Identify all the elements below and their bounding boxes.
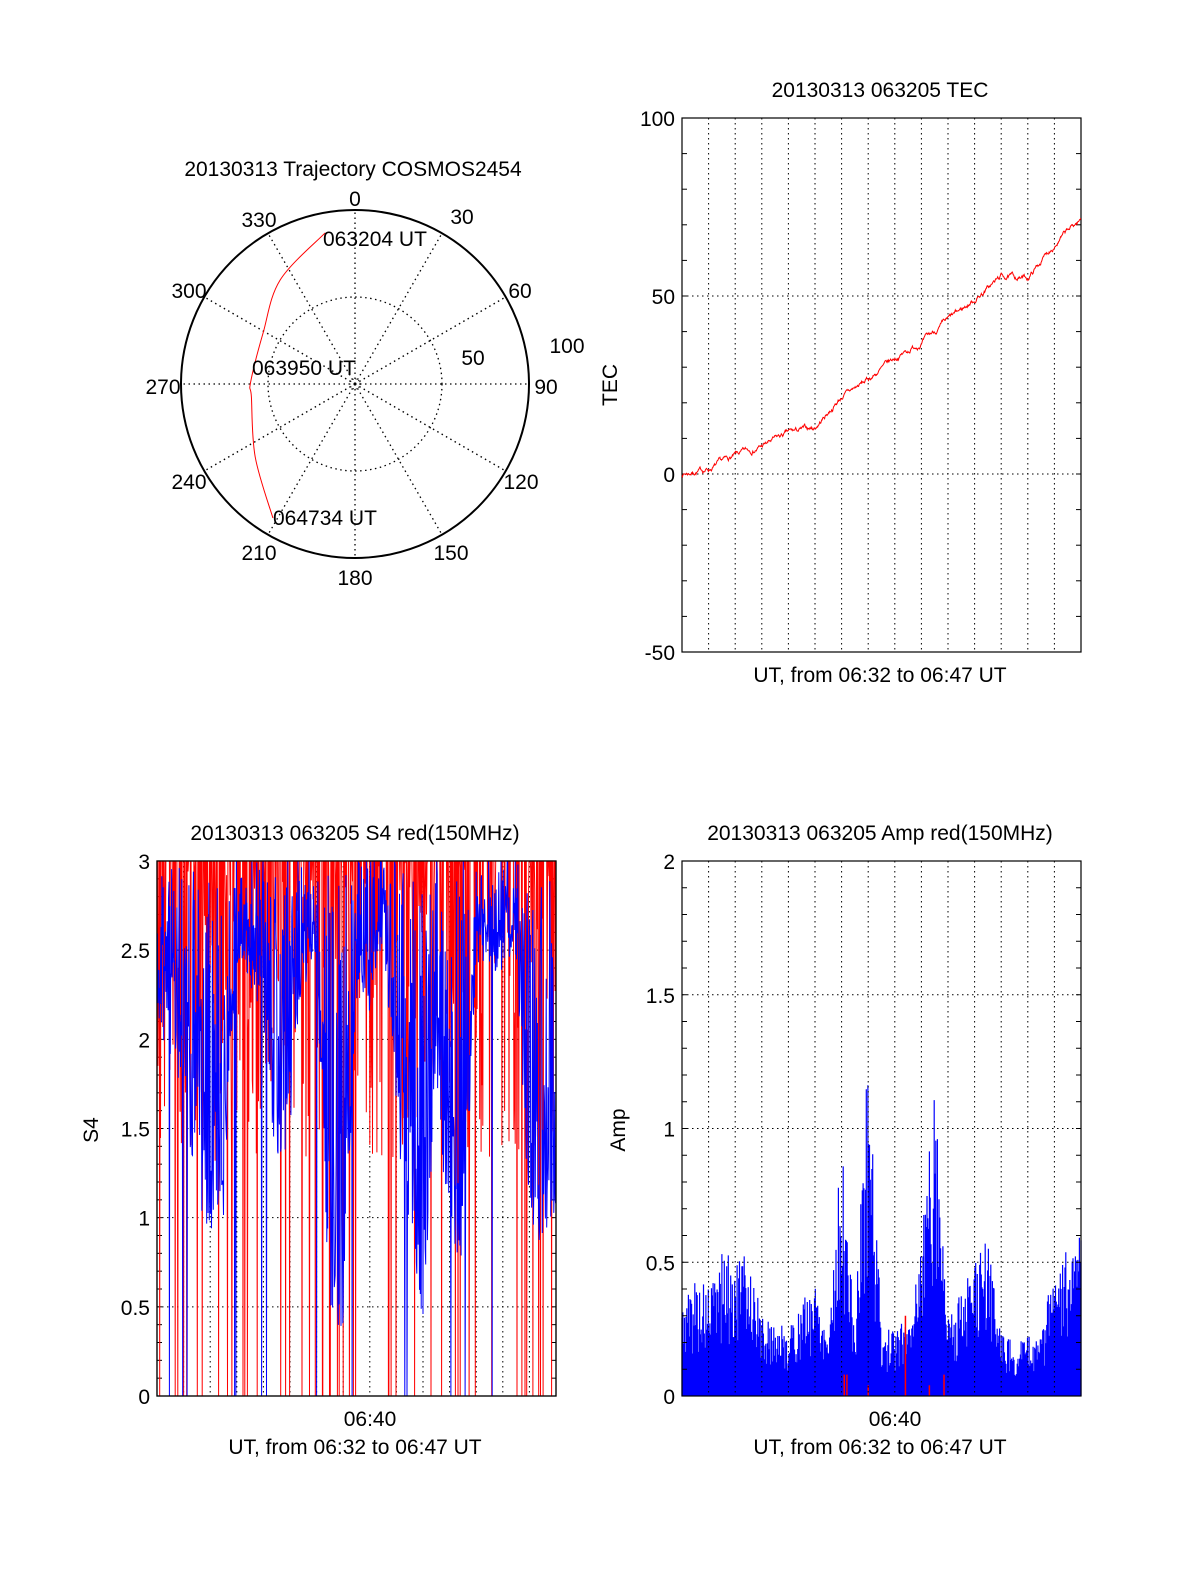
amp-ytick-label: 0 [663, 1386, 675, 1409]
polar-spoke-60 [354, 296, 507, 385]
polar-angle-label-90: 90 [534, 376, 557, 399]
polar-radial-label-100: 100 [549, 335, 584, 358]
trajectory-line [249, 232, 326, 519]
tec-frame [681, 117, 1082, 653]
polar-spoke-150 [354, 383, 443, 536]
polar-spoke-240 [203, 383, 356, 472]
tec-plot: 20130313 063205 TEC 100 50 0 -50 UT, from 0… [599, 79, 1082, 687]
s4-marks [156, 860, 557, 1397]
tec-xlabel: UT, from 06:32 to 06:47 UT [753, 664, 1006, 687]
polar-ring-50 [267, 296, 443, 472]
amp-ytick-label: 1 [663, 1119, 675, 1142]
polar-angle-label-270: 270 [145, 376, 180, 399]
s4-ytick-label: 2 [138, 1029, 150, 1052]
polar-angle-label-330: 330 [241, 209, 276, 232]
polar-spoke-300 [203, 296, 356, 385]
tec-ytick-label: -50 [645, 642, 675, 665]
s4-blue-series-line [156, 860, 557, 1397]
tec-ytick-label: 50 [652, 286, 675, 309]
polar-title: 20130313 Trajectory COSMOS2454 [184, 158, 522, 181]
amp-ytick-label: 2 [663, 851, 675, 874]
annotation-mid: 063950 UT [252, 357, 356, 380]
s4-ytick-label: 3 [138, 851, 150, 874]
polar-angle-label-210: 210 [241, 542, 276, 565]
polar-angle-label-60: 60 [508, 280, 531, 303]
polar-angle-label-0: 0 [349, 188, 361, 211]
polar-angle-label-300: 300 [171, 280, 206, 303]
polar-angle-label-30: 30 [450, 206, 473, 229]
s4-ytick-label: 1 [138, 1208, 150, 1231]
s4-xlabel: UT, from 06:32 to 06:47 UT [228, 1436, 481, 1459]
amp-plot: 20130313 063205 Amp red(150MHz) 2 1.5 1 0.5… [607, 822, 1082, 1459]
tec-axes: 100 50 0 -50 [640, 108, 1082, 665]
tec-ytick-label: 0 [663, 464, 675, 487]
polar-spoke-210 [267, 383, 356, 536]
polar-spoke-30 [354, 232, 443, 385]
polar-grid [180, 209, 530, 559]
polar-spoke-120 [354, 383, 507, 472]
polar-outer-circle [180, 209, 530, 559]
polar-angle-label-240: 240 [171, 471, 206, 494]
amp-xtick-0640: 06:40 [869, 1408, 922, 1431]
tec-series-line [681, 218, 1082, 479]
tec-title: 20130313 063205 TEC [772, 79, 989, 102]
s4-ytick-label: 2.5 [121, 940, 150, 963]
s4-frame-top [156, 860, 557, 1397]
s4-ylabel: S4 [80, 1117, 103, 1143]
s4-ytick-label: 0.5 [121, 1297, 150, 1320]
annotation-end: 064734 UT [273, 507, 377, 530]
amp-ylabel: Amp [607, 1108, 630, 1151]
polar-spoke-330 [267, 232, 356, 385]
polar-angle-label-150: 150 [433, 542, 468, 565]
s4-title: 20130313 063205 S4 red(150MHz) [190, 822, 519, 845]
amp-marks [681, 1085, 1082, 1396]
amp-xlabel: UT, from 06:32 to 06:47 UT [753, 1436, 1006, 1459]
s4-ytick-label: 0 [138, 1386, 150, 1409]
polar-radial-label-50: 50 [461, 347, 484, 370]
annotation-start: 063204 UT [323, 228, 427, 251]
amp-ytick-label: 1.5 [646, 985, 675, 1008]
s4-xtick-0640: 06:40 [344, 1408, 397, 1431]
tec-ytick-label: 100 [640, 108, 675, 131]
amp-title: 20130313 063205 Amp red(150MHz) [707, 822, 1053, 845]
tec-ylabel: TEC [599, 364, 622, 406]
polar-angle-label-120: 120 [503, 471, 538, 494]
s4-ytick-label: 1.5 [121, 1119, 150, 1142]
s4-plot: 20130313 063205 S4 red(150MHz) 3 2.5 2 1.5 1… [80, 822, 557, 1459]
polar-trajectory-plot: 20130313 Trajectory COSMOS2454 0 30 60 90 12… [145, 158, 584, 590]
amp-frame [681, 860, 1082, 1397]
polar-angle-labels: 0 30 60 90 120 150 180 210 240 270 300 330 [145, 188, 557, 590]
amp-axes: 2 1.5 1 0.5 0 [646, 851, 1082, 1409]
polar-angle-label-180: 180 [337, 567, 372, 590]
amp-ytick-label: 0.5 [646, 1252, 675, 1275]
